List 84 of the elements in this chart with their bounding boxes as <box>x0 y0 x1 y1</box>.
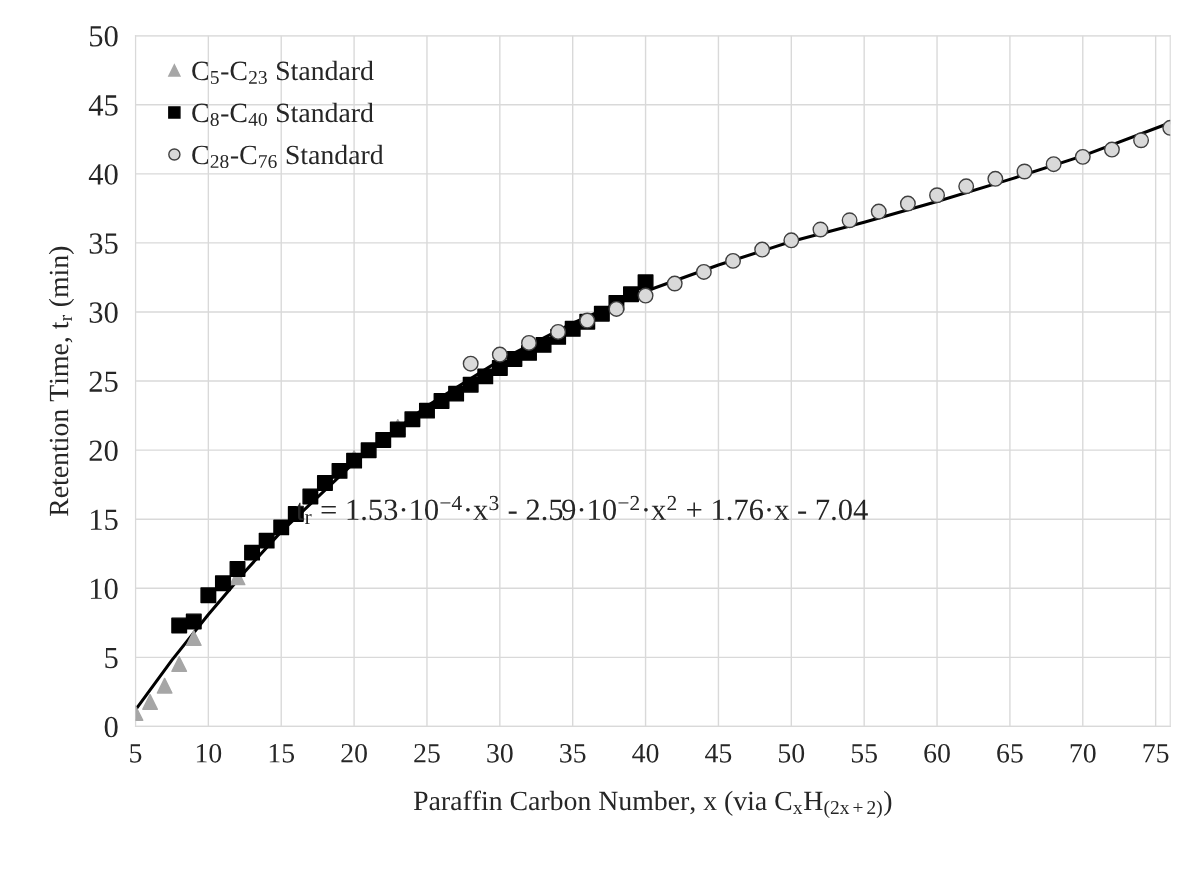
y-tick-label: 30 <box>89 302 118 323</box>
x-tick-label: 45 <box>705 744 732 763</box>
point <box>550 323 567 340</box>
x-axis-title: Paraffin Carbon Number, x (via C$_{x}$H$_{(2x+2)}$) <box>413 790 892 819</box>
point <box>812 221 829 238</box>
point <box>958 178 975 195</box>
point <box>171 617 188 634</box>
y-axis-title: Retention Time, t$_{r}$ (min) <box>48 246 75 516</box>
point <box>258 532 275 549</box>
point <box>171 655 188 672</box>
x-tick-label: 10 <box>196 743 222 763</box>
y-tick-label: 20 <box>89 440 118 462</box>
point <box>477 368 494 385</box>
x-tick-label: 40 <box>632 743 659 763</box>
legend-label: C$_{8}$-C$_{40}$ Standard <box>192 102 374 127</box>
y-tick-label: 10 <box>90 578 118 600</box>
point <box>302 488 319 505</box>
x-tick-label: 55 <box>851 744 877 763</box>
x-tick-label: 70 <box>1070 743 1096 763</box>
point <box>142 693 159 710</box>
point <box>1016 163 1033 180</box>
point <box>448 385 465 402</box>
point <box>593 305 610 322</box>
point <box>185 630 202 646</box>
x-tick-label: 65 <box>997 743 1023 763</box>
y-tick-label: 50 <box>90 25 118 47</box>
point <box>637 287 654 304</box>
legend-label: C$_{5}$-C$_{23}$ Standard <box>192 60 374 84</box>
point <box>1045 156 1062 173</box>
point <box>331 462 348 479</box>
point <box>987 170 1004 187</box>
x-tick-label: 5 <box>130 744 142 763</box>
point <box>535 336 552 353</box>
point <box>564 320 581 337</box>
point <box>1133 132 1150 149</box>
point <box>491 346 508 363</box>
y-tick-label: 45 <box>88 95 118 116</box>
x-tick-label: 75 <box>1143 744 1169 763</box>
point <box>899 195 916 212</box>
y-tick-label: 5 <box>105 647 118 669</box>
point <box>506 350 523 367</box>
point <box>725 252 741 269</box>
y-tick-label: 0 <box>104 716 118 738</box>
x-tick-label: 20 <box>341 743 367 763</box>
point <box>521 334 537 351</box>
point <box>244 544 261 561</box>
point <box>316 475 333 491</box>
y-tick-label: 25 <box>89 371 118 392</box>
point <box>841 212 858 229</box>
point <box>462 355 479 372</box>
point <box>273 519 290 536</box>
point <box>754 241 771 258</box>
x-tick-label: 60 <box>924 743 950 763</box>
point <box>870 203 887 220</box>
point <box>200 587 217 604</box>
point <box>623 286 639 303</box>
x-tick-label: 25 <box>414 743 440 763</box>
point <box>214 575 231 592</box>
point <box>1103 141 1120 158</box>
point <box>418 402 435 419</box>
point <box>695 263 712 280</box>
point <box>360 442 377 459</box>
point <box>929 187 946 204</box>
point <box>666 275 683 292</box>
point <box>608 300 625 317</box>
point <box>462 376 479 393</box>
x-tick-label: 30 <box>487 743 513 763</box>
legend-label: C$_{28}$-C$_{76}$ Standard <box>192 144 384 169</box>
point <box>375 431 392 448</box>
point <box>433 392 450 409</box>
x-tick-label: 35 <box>560 743 586 763</box>
point <box>229 560 246 577</box>
y-tick-label: 15 <box>90 509 118 531</box>
text: t$_{r}$ = 1.53·10$^{−4}$·x$^{3}$ - 2.59·10$^{−2}$·x$^{2}$ + 1.76·x - 7.04 <box>296 495 868 525</box>
x-tick-label: 15 <box>269 744 295 763</box>
y-tick-label: 40 <box>88 164 118 185</box>
point <box>637 274 654 291</box>
point <box>185 613 202 630</box>
point <box>156 677 173 694</box>
point <box>404 411 421 428</box>
y-tick-label: 35 <box>89 233 118 254</box>
point <box>1074 148 1091 165</box>
x-tick-label: 50 <box>779 743 805 763</box>
point <box>783 232 800 249</box>
